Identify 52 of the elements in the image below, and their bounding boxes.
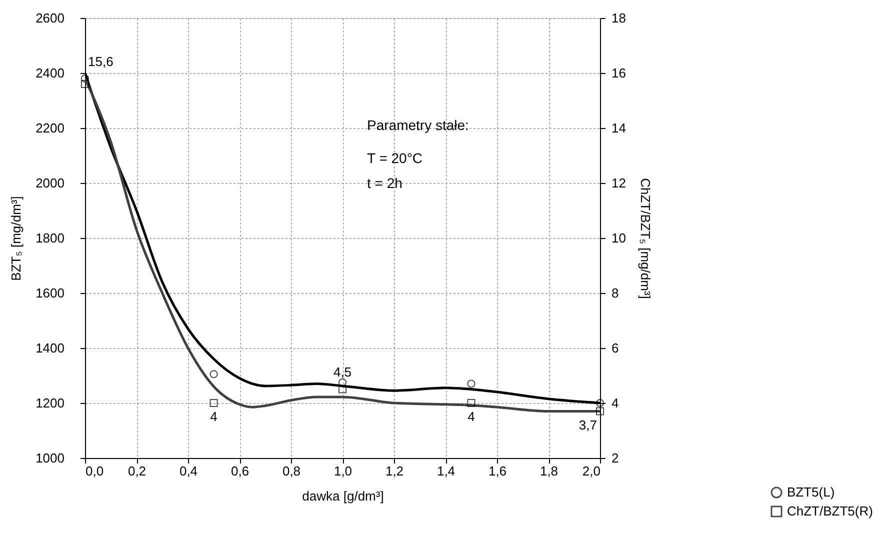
y2-tick-label: 16 xyxy=(612,66,626,80)
data-label: 3,7 xyxy=(578,417,597,432)
annotation: Parametry stałe: xyxy=(367,117,469,133)
y-tick-label: 2200 xyxy=(36,120,64,136)
x-tick-label: 2,0 xyxy=(582,464,600,478)
point xyxy=(80,74,90,83)
point xyxy=(596,407,604,416)
data-label: 4 xyxy=(210,409,218,424)
x-tick-label: 1,4 xyxy=(436,464,456,478)
y-tick-label: 2000 xyxy=(36,176,64,190)
y-tick-label: 1200 xyxy=(36,396,64,410)
x-tick-label: 1,0 xyxy=(334,464,352,478)
annotation: T = 20°C xyxy=(367,150,423,166)
y-axis-title: BZT₅ [mg/dm³] xyxy=(8,196,24,281)
y2-tick-label: 12 xyxy=(612,176,626,190)
x-tick-label: 0,6 xyxy=(230,464,250,478)
point xyxy=(467,380,476,388)
y2-tick-label: 14 xyxy=(612,120,626,136)
y-tick-label: 1000 xyxy=(36,450,64,466)
point xyxy=(467,398,476,408)
point xyxy=(596,398,604,408)
y2-tick-label: 2 xyxy=(612,450,619,466)
point xyxy=(80,80,90,88)
y2-tick-label: 10 xyxy=(612,230,626,246)
point xyxy=(210,370,218,378)
y2-axis-title: ChZT/BZT₅ [mg/dm³] xyxy=(638,178,653,299)
point xyxy=(338,378,347,386)
y2-tick-label: 18 xyxy=(612,10,626,26)
point xyxy=(338,385,347,394)
x-axis-title: dawka [g/dm³] xyxy=(302,488,384,504)
y-tick-label: 1400 xyxy=(36,340,64,356)
legend-label: BZT5(L) xyxy=(787,484,835,500)
y-tick-label: 1800 xyxy=(36,230,64,246)
x-tick-label: 1,6 xyxy=(488,464,507,478)
annotation: t = 2h xyxy=(367,175,402,191)
point xyxy=(210,398,218,408)
y2-tick-label: 6 xyxy=(612,340,619,356)
y-tick-label: 1600 xyxy=(36,286,64,300)
y2-tick-label: 8 xyxy=(612,286,619,300)
x-tick-label: 0,2 xyxy=(128,464,146,478)
y-tick-label: 2400 xyxy=(36,66,64,80)
data-label: 15,6 xyxy=(88,54,114,69)
legend-label: ChZT/BZT5(R) xyxy=(787,504,873,518)
x-tick-label: 0,8 xyxy=(282,464,301,478)
x-tick-label: 0,4 xyxy=(179,464,198,478)
x-tick-label: 1,2 xyxy=(385,464,404,478)
y2-tick-label: 4 xyxy=(612,396,619,410)
x-tick-label: 0,0 xyxy=(86,464,104,478)
y-tick-label: 2600 xyxy=(36,10,64,26)
x-tick-label: 1,8 xyxy=(540,464,558,478)
data-label: 4 xyxy=(468,409,475,424)
data-label: 4,5 xyxy=(333,364,352,380)
